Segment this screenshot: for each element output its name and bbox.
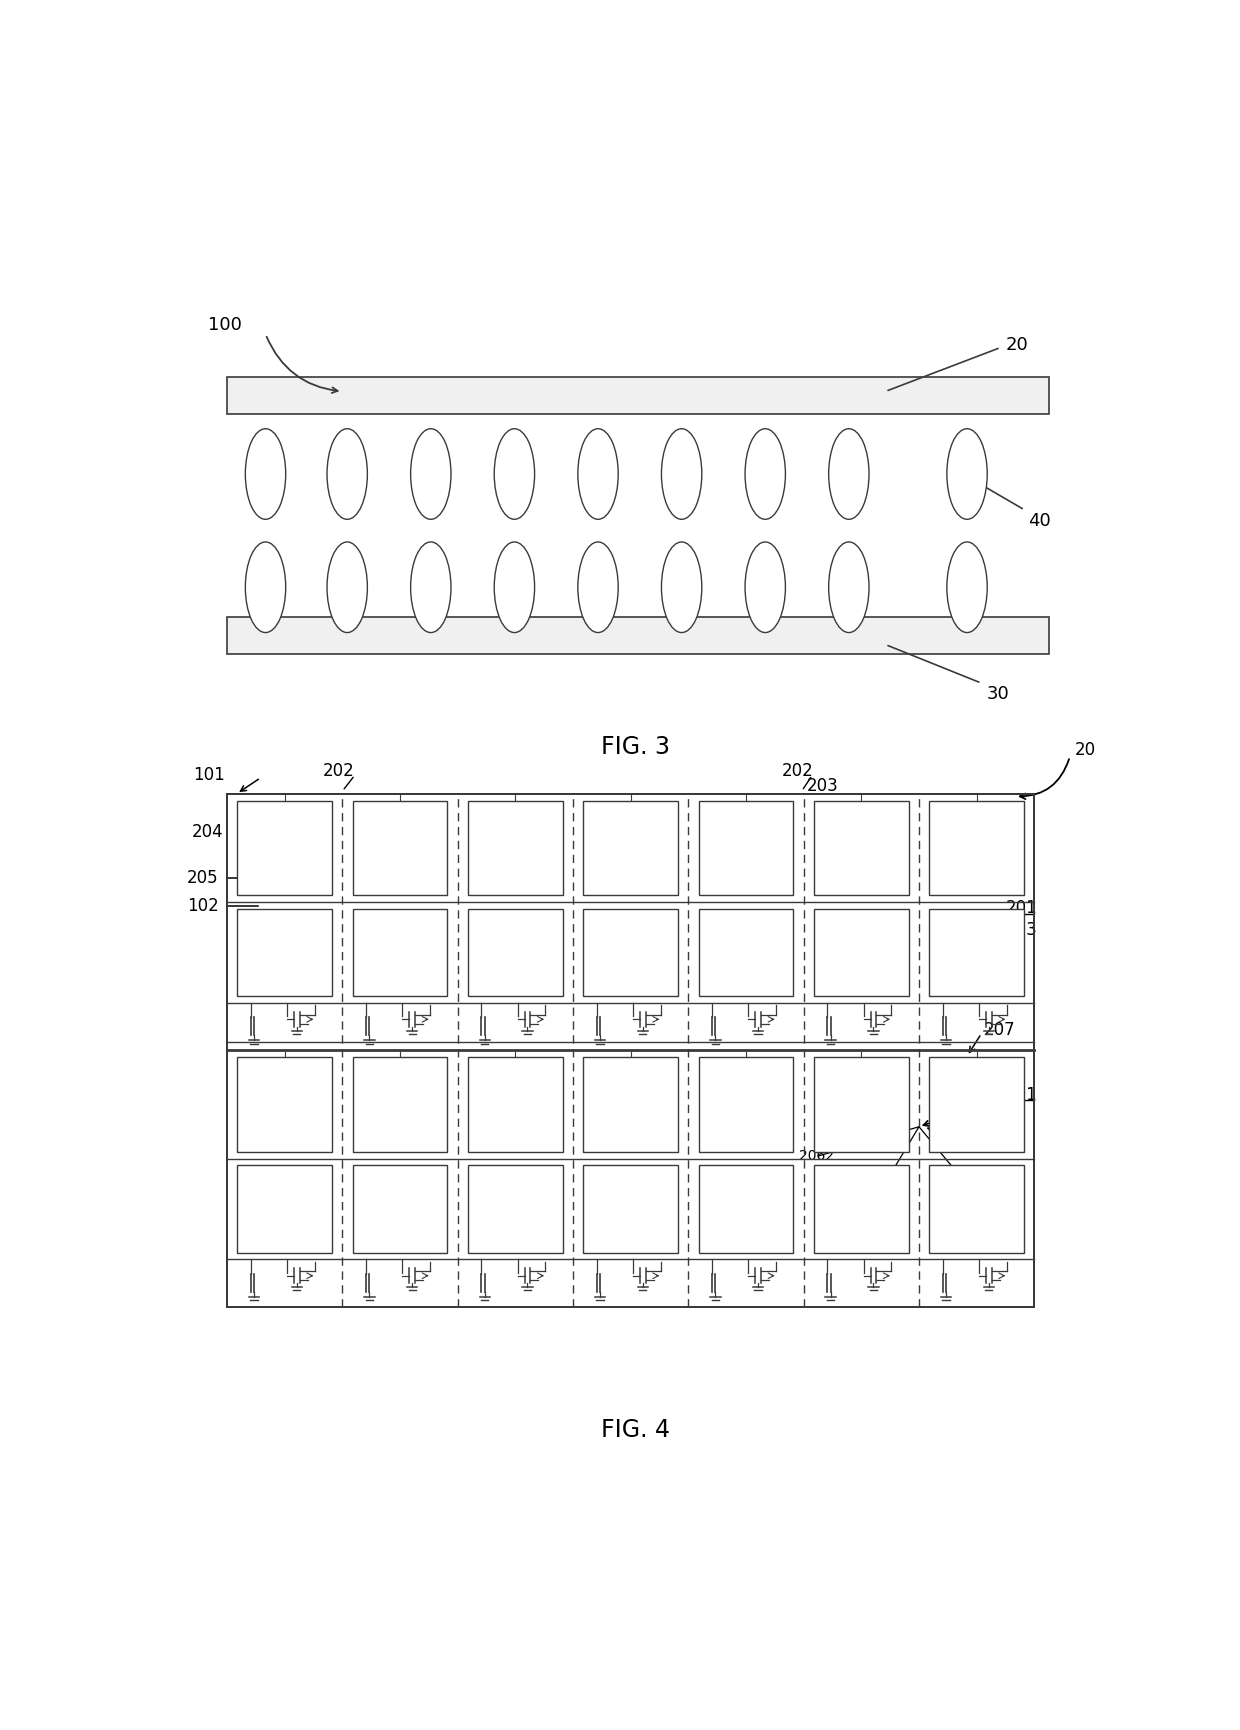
Ellipse shape xyxy=(828,541,869,633)
Ellipse shape xyxy=(327,429,367,519)
Text: 207: 207 xyxy=(983,1021,1016,1038)
Bar xyxy=(698,1057,794,1152)
Text: 204: 204 xyxy=(191,823,223,841)
Text: 202: 202 xyxy=(324,763,355,780)
Bar xyxy=(583,801,678,896)
Bar xyxy=(929,908,1024,996)
Text: 102: 102 xyxy=(187,896,218,915)
Ellipse shape xyxy=(495,429,534,519)
Bar xyxy=(929,1057,1024,1152)
Text: 20: 20 xyxy=(1075,740,1096,759)
Ellipse shape xyxy=(495,541,534,633)
Bar xyxy=(352,1057,448,1152)
Bar xyxy=(467,801,563,896)
Text: FIG. 3: FIG. 3 xyxy=(601,735,670,759)
Bar xyxy=(227,616,1049,654)
Text: 2063: 2063 xyxy=(931,1123,967,1137)
Ellipse shape xyxy=(410,429,451,519)
Bar xyxy=(227,794,1034,1306)
Ellipse shape xyxy=(947,429,987,519)
Ellipse shape xyxy=(246,541,285,633)
Text: 201: 201 xyxy=(1006,1086,1037,1104)
Text: 203: 203 xyxy=(1006,920,1037,939)
Bar xyxy=(467,908,563,996)
Ellipse shape xyxy=(327,541,367,633)
Ellipse shape xyxy=(661,429,702,519)
Ellipse shape xyxy=(661,541,702,633)
Text: 2061: 2061 xyxy=(870,1168,906,1182)
Bar xyxy=(813,1166,909,1253)
Bar xyxy=(352,1166,448,1253)
Bar xyxy=(583,908,678,996)
Text: 205: 205 xyxy=(187,868,218,887)
Bar xyxy=(698,908,794,996)
Ellipse shape xyxy=(828,429,869,519)
Bar xyxy=(813,1057,909,1152)
Bar xyxy=(467,1166,563,1253)
Bar xyxy=(352,908,448,996)
Bar xyxy=(467,1057,563,1152)
Text: 202: 202 xyxy=(781,763,813,780)
Ellipse shape xyxy=(578,429,619,519)
Bar xyxy=(583,1166,678,1253)
Bar xyxy=(583,1057,678,1152)
Text: 30: 30 xyxy=(986,685,1009,702)
Bar xyxy=(698,1166,794,1253)
Bar xyxy=(352,801,448,896)
Ellipse shape xyxy=(745,541,785,633)
Ellipse shape xyxy=(578,541,619,633)
Text: 203: 203 xyxy=(806,777,838,794)
Text: 206: 206 xyxy=(977,1187,1008,1206)
Text: 100: 100 xyxy=(208,317,242,334)
Text: 20: 20 xyxy=(1006,336,1028,355)
Bar xyxy=(813,801,909,896)
Bar xyxy=(237,1057,332,1152)
Text: 2062: 2062 xyxy=(799,1149,835,1163)
Ellipse shape xyxy=(947,541,987,633)
Bar xyxy=(237,1166,332,1253)
Bar xyxy=(813,908,909,996)
Bar xyxy=(227,377,1049,413)
Text: FIG. 4: FIG. 4 xyxy=(601,1419,670,1443)
Ellipse shape xyxy=(745,429,785,519)
Bar xyxy=(237,908,332,996)
Text: 40: 40 xyxy=(1028,512,1050,529)
Bar xyxy=(237,801,332,896)
Bar xyxy=(929,1166,1024,1253)
Bar xyxy=(929,801,1024,896)
Ellipse shape xyxy=(410,541,451,633)
Ellipse shape xyxy=(246,429,285,519)
Bar xyxy=(698,801,794,896)
Text: 201: 201 xyxy=(1006,900,1037,917)
Text: 101: 101 xyxy=(193,766,226,784)
